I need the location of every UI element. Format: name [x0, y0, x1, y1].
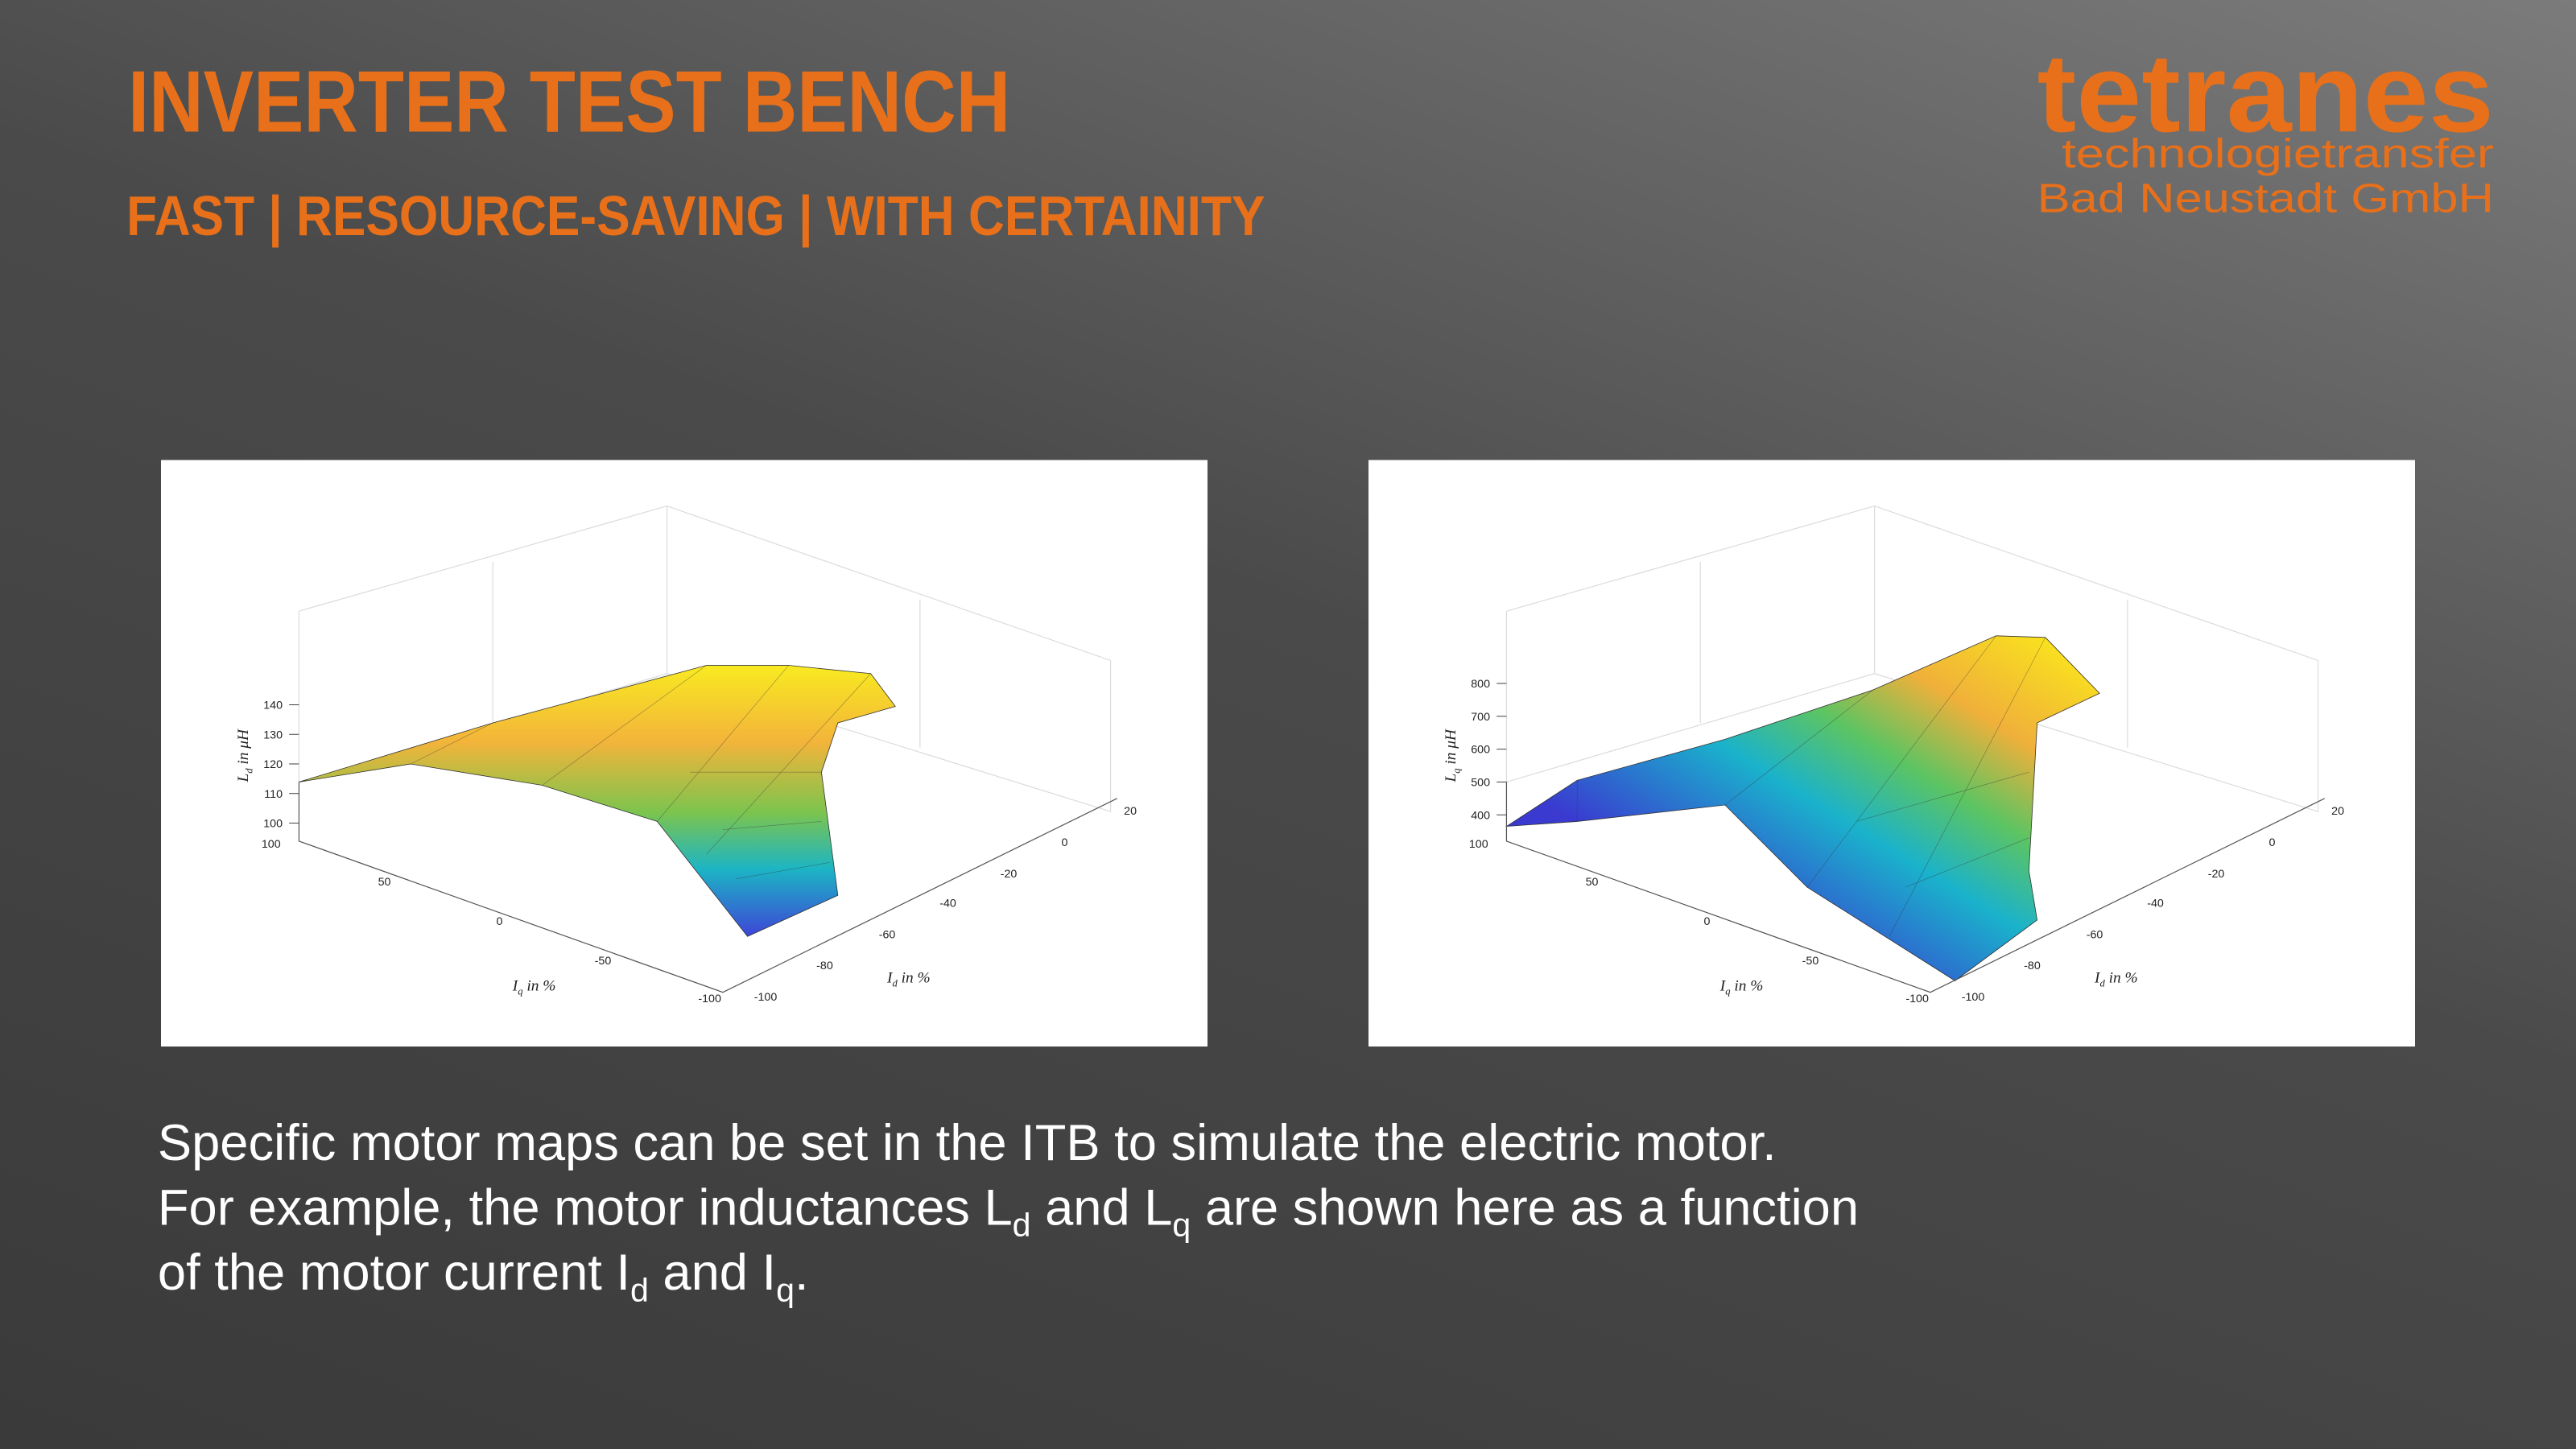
plot-panel: 100 110 120 130 140 100 50 0 -50 -100 -100 -80 -60 -4… [161, 460, 1208, 1046]
subscript: d [2099, 978, 2105, 989]
id-tick-label: -40 [2147, 898, 2164, 910]
subscript: q [518, 986, 522, 997]
id-tick-label: -60 [879, 928, 896, 941]
logo-name: tetranes [2037, 31, 2494, 155]
z-tick-label: 700 [1471, 711, 1490, 724]
id-tick-label: 0 [1061, 836, 1067, 849]
subscript: q [776, 1271, 795, 1308]
subscript: d [243, 768, 254, 774]
title: INVERTER TEST BENCH [128, 52, 1010, 150]
text-run: I [886, 969, 894, 986]
iq-tick-label: 100 [262, 838, 281, 851]
z-tick-label: 500 [1471, 777, 1490, 790]
z-tick-label: 100 [263, 818, 283, 831]
iq-tick-label: -50 [1802, 955, 1819, 968]
axis-line [298, 782, 1118, 993]
text-run: in % [898, 969, 931, 986]
iq-tick-label: 50 [378, 876, 391, 889]
text-run: Specific motor maps can be set in the IT… [158, 1115, 1777, 1171]
text-run: in % [522, 978, 555, 995]
text-run: I [2094, 969, 2101, 986]
z-tick-label: 400 [1471, 809, 1490, 822]
subscript: d [1013, 1207, 1031, 1244]
text-run: . [795, 1245, 809, 1301]
x-axis-label: Iq in % [1719, 978, 1764, 997]
id-tick-label: 20 [1124, 805, 1137, 818]
id-tick-label: -80 [816, 960, 833, 972]
logo-line: Bad Neustadt GmbH [2037, 175, 2494, 221]
surface-mesh [1576, 635, 2046, 981]
iq-tick-label: 100 [1469, 838, 1488, 851]
iq-tick-label: -50 [595, 955, 612, 968]
z-tick-label: 120 [263, 758, 283, 771]
subscript: d [630, 1271, 649, 1308]
id-tick-label: -100 [754, 991, 778, 1004]
subscript: q [1451, 768, 1462, 773]
z-tick-label: 130 [263, 729, 283, 741]
iq-tick-label: -100 [1905, 993, 1929, 1005]
body-line: For example, the motor inductances Ld an… [158, 1179, 1859, 1243]
id-tick-label: -40 [939, 898, 956, 910]
text-run: and I [649, 1245, 776, 1301]
text-run: in % [2105, 969, 2138, 986]
text-run: in μH [1443, 729, 1459, 768]
text-run: L [235, 774, 252, 783]
body-line: Specific motor maps can be set in the IT… [158, 1115, 1777, 1171]
x-axis-label: Iq in % [512, 978, 556, 997]
z-axis-label: Ld in μH [235, 729, 254, 783]
subscript: q [1172, 1207, 1191, 1244]
id-tick-label: -20 [2208, 868, 2225, 881]
text-run: in μH [235, 729, 252, 768]
surface [1505, 635, 2100, 981]
body-line: of the motor current Id and Iq. [158, 1245, 809, 1308]
text-run: For example, the motor inductances L [158, 1179, 1013, 1236]
text-run: I [512, 978, 519, 995]
id-tick-label: -60 [2087, 928, 2103, 941]
id-tick-label: -100 [1962, 991, 1985, 1004]
plot-frame [298, 505, 1112, 812]
text-run: of the motor current I [158, 1245, 630, 1301]
text-run: in % [1730, 978, 1763, 995]
text-run: are shown here as a function [1191, 1179, 1859, 1236]
iq-tick-label: 0 [496, 915, 502, 928]
surface-mesh [411, 665, 871, 937]
z-tick-label: 140 [263, 700, 283, 712]
id-tick-label: 20 [2331, 805, 2344, 818]
z-axis-label: Lq in μH [1443, 729, 1462, 783]
subscript: d [892, 978, 898, 989]
iq-tick-label: -100 [698, 993, 721, 1005]
iq-tick-label: 0 [1703, 915, 1710, 928]
text-run: L [1443, 774, 1459, 783]
z-tick-label: 110 [264, 788, 283, 801]
id-tick-label: -80 [2024, 960, 2041, 972]
z-tick-label: 800 [1471, 678, 1490, 691]
text-run: and L [1031, 1179, 1173, 1236]
plot-frame [1505, 505, 2319, 812]
id-tick-label: 0 [2268, 836, 2275, 849]
subtitle: FAST | RESOURCE-SAVING | WITH CERTAINITY [126, 184, 1265, 248]
id-tick-label: -20 [1001, 868, 1018, 881]
y-axis-label: Id in % [886, 969, 931, 989]
text-run: I [1719, 978, 1727, 995]
surface [299, 665, 896, 937]
logo-line: technologietransfer [2062, 130, 2494, 176]
y-axis-label: Id in % [2094, 969, 2138, 989]
iq-tick-label: 50 [1586, 876, 1599, 889]
z-tick-label: 600 [1471, 744, 1490, 757]
axis-line [1505, 782, 2326, 993]
subscript: q [1725, 986, 1730, 997]
